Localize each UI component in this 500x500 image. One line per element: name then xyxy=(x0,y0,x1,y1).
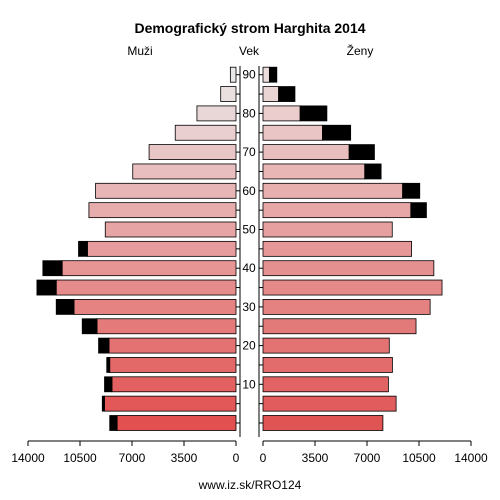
female-bar-20-24 xyxy=(262,337,390,354)
female-bar-65-69 xyxy=(262,163,366,180)
male-bar-45-49 xyxy=(87,240,237,257)
male-surplus-bar-0-4 xyxy=(109,415,118,431)
male-bar-35-39 xyxy=(55,279,237,296)
female-bar-60-64 xyxy=(262,182,404,199)
male-bar-75-79 xyxy=(174,124,237,141)
female-bar-50-54 xyxy=(262,221,393,238)
male-bar-15-19 xyxy=(109,357,237,373)
male-label: Muži xyxy=(127,44,152,58)
male-x-tick-label-10500: 10500 xyxy=(63,451,97,465)
female-bar-40-44 xyxy=(262,260,435,277)
male-bar-30-34 xyxy=(73,298,237,315)
female-x-tick-label-0: 0 xyxy=(260,451,267,465)
male-surplus-bar-45-49 xyxy=(78,240,88,257)
male-surplus-bar-40-44 xyxy=(42,260,63,277)
female-bar-70-74 xyxy=(262,144,350,161)
female-x-tick-label-7000: 7000 xyxy=(354,451,381,465)
female-bar-5-9 xyxy=(262,395,397,412)
female-bar-15-19 xyxy=(262,357,393,373)
female-bar-25-29 xyxy=(262,318,417,335)
female-label: Ženy xyxy=(347,43,374,58)
female-bar-90+ xyxy=(262,66,270,83)
male-bar-20-24 xyxy=(108,337,237,354)
male-bar-90+ xyxy=(229,66,237,83)
female-x-tick-label-3500: 3500 xyxy=(302,451,329,465)
female-x-tick-label-14000: 14000 xyxy=(454,451,488,465)
female-surplus-bar-75-79 xyxy=(322,124,352,141)
female-surplus-bar-70-74 xyxy=(348,144,375,161)
male-surplus-bar-15-19 xyxy=(106,357,111,373)
female-bar-35-39 xyxy=(262,279,443,296)
male-bar-60-64 xyxy=(95,182,237,199)
female-surplus-bar-90+ xyxy=(268,66,278,83)
age-tick-label-80: 80 xyxy=(242,106,256,120)
age-axis-label: Vek xyxy=(239,44,260,58)
male-bar-40-44 xyxy=(61,260,237,277)
female-surplus-bar-55-59 xyxy=(410,202,427,219)
age-tick-label-70: 70 xyxy=(242,145,256,159)
male-bar-10-14 xyxy=(111,376,237,393)
age-tick-label-50: 50 xyxy=(242,223,256,237)
male-x-tick-label-7000: 7000 xyxy=(119,451,146,465)
male-x-tick-label-3500: 3500 xyxy=(171,451,198,465)
age-tick-label-90: 90 xyxy=(242,68,256,82)
male-bar-55-59 xyxy=(88,202,237,219)
footer-url: www.iz.sk/RRO124 xyxy=(198,478,302,492)
age-tick-label-30: 30 xyxy=(242,300,256,314)
female-bar-45-49 xyxy=(262,240,412,257)
male-bar-65-69 xyxy=(132,163,237,180)
female-x-tick-label-10500: 10500 xyxy=(402,451,436,465)
female-bar-80-84 xyxy=(262,105,301,122)
female-bar-0-4 xyxy=(262,415,384,431)
axes-group: 10 20 30 40 50 60 70 80 90 14000 10500 7000 3500 0 0 35… xyxy=(11,66,488,465)
age-tick-label-10: 10 xyxy=(242,377,256,391)
male-bar-25-29 xyxy=(96,318,237,335)
female-bar-55-59 xyxy=(262,202,412,219)
female-surplus-bar-80-84 xyxy=(299,105,328,122)
female-bar-10-14 xyxy=(262,376,389,393)
male-bar-50-54 xyxy=(104,221,237,238)
male-bar-5-9 xyxy=(104,395,237,412)
male-bar-80-84 xyxy=(196,105,237,122)
age-tick-label-40: 40 xyxy=(242,261,256,275)
female-surplus-bar-60-64 xyxy=(402,182,421,199)
male-x-tick-label-0: 0 xyxy=(233,451,240,465)
female-bar-30-34 xyxy=(262,298,431,315)
male-surplus-bar-25-29 xyxy=(81,318,98,335)
male-bar-70-74 xyxy=(148,144,237,161)
female-surplus-bar-85-89 xyxy=(278,86,296,102)
female-surplus-bar-65-69 xyxy=(364,163,382,180)
male-surplus-bar-5-9 xyxy=(101,395,105,412)
age-tick-label-60: 60 xyxy=(242,184,256,198)
male-surplus-bar-20-24 xyxy=(98,337,110,354)
male-surplus-bar-10-14 xyxy=(104,376,113,393)
male-surplus-bar-35-39 xyxy=(36,279,57,296)
male-surplus-bar-30-34 xyxy=(55,298,75,315)
age-tick-label-20: 20 xyxy=(242,339,256,353)
female-bar-75-79 xyxy=(262,124,323,141)
male-bar-85-89 xyxy=(220,86,237,102)
female-bar-85-89 xyxy=(262,86,280,102)
male-bar-0-4 xyxy=(116,415,237,431)
male-x-tick-label-14000: 14000 xyxy=(11,451,45,465)
chart-title: Demografický strom Harghita 2014 xyxy=(134,20,365,36)
